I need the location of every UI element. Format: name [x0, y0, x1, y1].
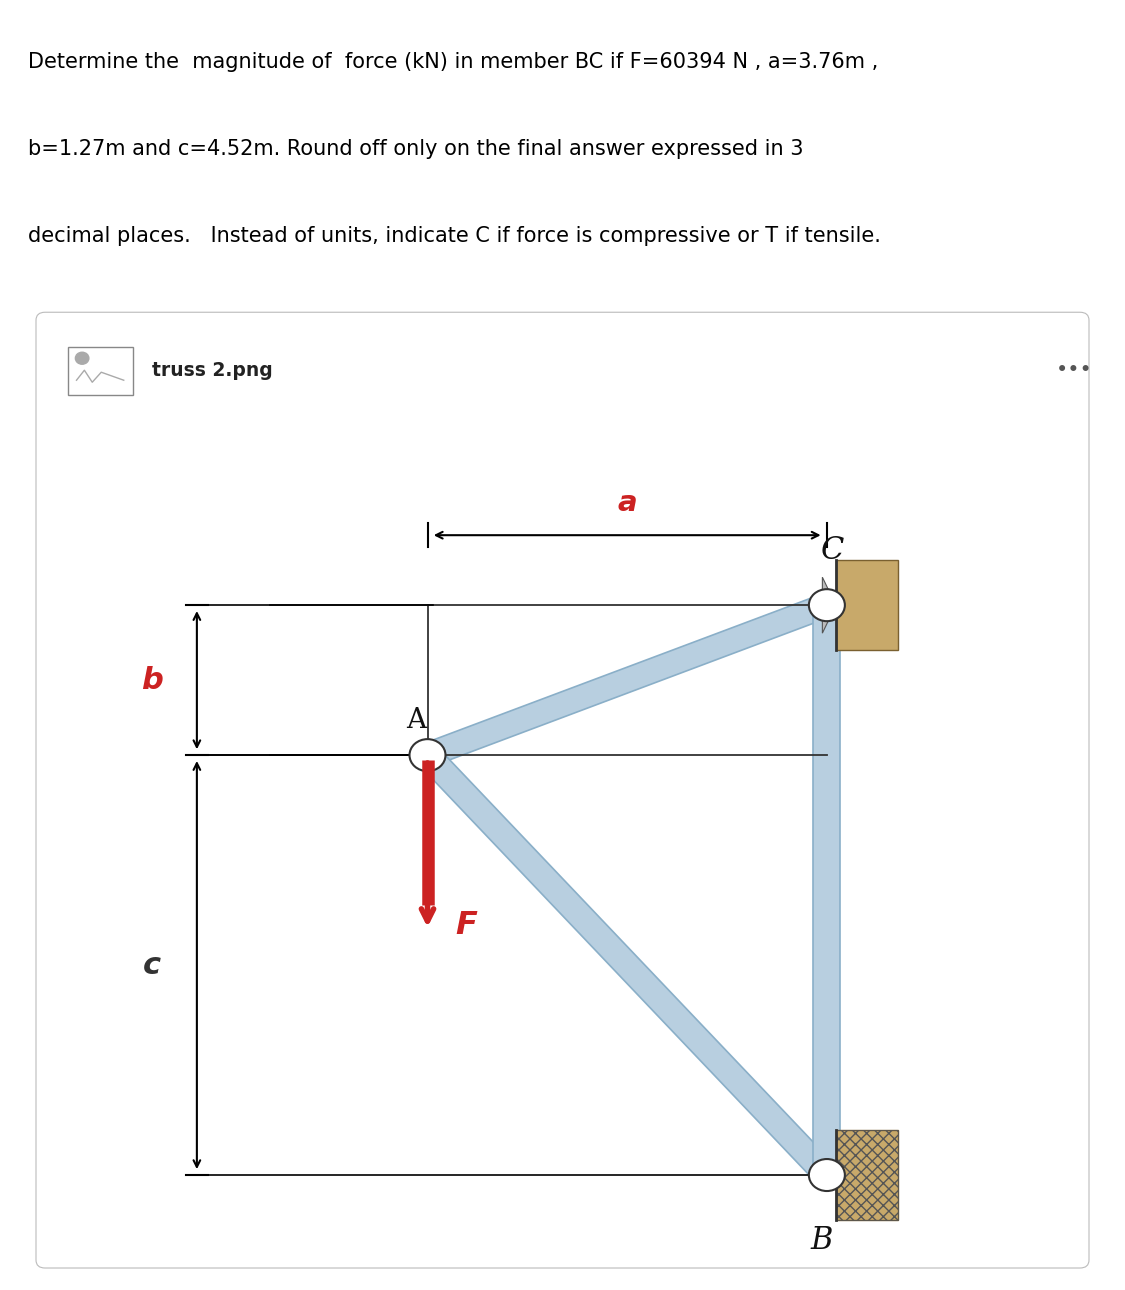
Text: a: a	[618, 489, 637, 517]
Text: c: c	[143, 951, 161, 979]
Polygon shape	[417, 747, 837, 1183]
Circle shape	[809, 1158, 845, 1191]
Text: F: F	[456, 911, 477, 942]
Circle shape	[75, 352, 89, 364]
Text: B: B	[810, 1224, 832, 1255]
Circle shape	[809, 590, 845, 622]
Polygon shape	[813, 605, 840, 1175]
Text: Determine the  magnitude of  force (kN) in member BC if F=60394 N , a=3.76m ,: Determine the magnitude of force (kN) in…	[28, 52, 879, 72]
Polygon shape	[422, 595, 832, 766]
Text: •••: •••	[1056, 360, 1092, 381]
FancyBboxPatch shape	[36, 312, 1089, 1268]
Bar	[836, 560, 898, 650]
Bar	[836, 1130, 898, 1220]
Text: decimal places.   Instead of units, indicate C if force is compressive or T if t: decimal places. Instead of units, indica…	[28, 227, 881, 246]
Text: A: A	[406, 707, 426, 734]
Text: C: C	[821, 534, 844, 566]
Bar	[836, 1130, 898, 1220]
Circle shape	[410, 739, 446, 771]
Text: b: b	[141, 666, 163, 694]
Bar	[68, 347, 133, 395]
Polygon shape	[822, 577, 836, 633]
Text: b=1.27m and c=4.52m. Round off only on the final answer expressed in 3: b=1.27m and c=4.52m. Round off only on t…	[28, 139, 803, 160]
Text: truss 2.png: truss 2.png	[152, 361, 272, 379]
